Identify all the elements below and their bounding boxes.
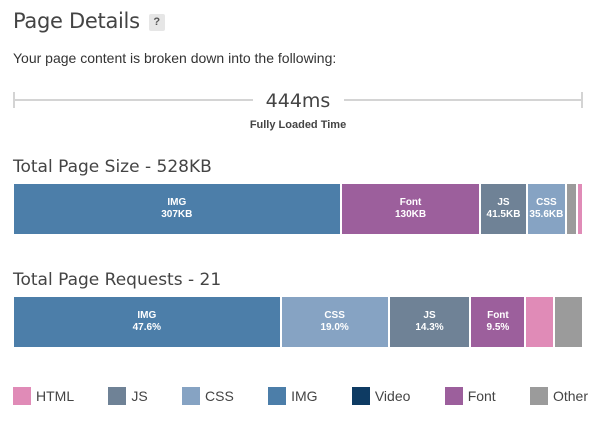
total-page-requests-title: Total Page Requests - 21: [13, 270, 222, 290]
legend-item-other[interactable]: Other: [529, 387, 588, 405]
page-requests-bar: IMG 47.6% CSS 19.0% JS 14.3% Font 9.5%: [14, 297, 582, 347]
segment-value: 307KB: [161, 209, 193, 220]
timing-right-cap: [581, 92, 583, 108]
content-type-legend: HTML JS CSS IMG Video Font Other: [13, 387, 588, 405]
page-details-header: Page Details ?: [13, 9, 165, 33]
legend-item-html[interactable]: HTML: [13, 387, 74, 405]
size-segment-font[interactable]: Font 130KB: [341, 184, 480, 234]
legend-label: HTML: [36, 388, 75, 404]
legend-swatch: [108, 387, 127, 405]
legend-label: CSS: [205, 388, 234, 404]
legend-swatch: [13, 387, 31, 405]
segment-value: 19.0%: [320, 322, 349, 333]
segment-label: IMG: [167, 197, 187, 208]
legend-swatch: [268, 387, 287, 405]
legend-swatch: [529, 387, 548, 405]
segment-label: JS: [497, 197, 510, 208]
fully-loaded-time-indicator: 444ms Fully Loaded Time: [13, 88, 583, 133]
legend-item-img[interactable]: IMG: [268, 387, 318, 405]
page-size-bar: IMG 307KB Font 130KB JS 41.5KB CSS 35.6KB: [14, 184, 582, 234]
requests-segment-img[interactable]: IMG 47.6%: [14, 297, 280, 347]
legend-item-css[interactable]: CSS: [182, 387, 234, 405]
requests-segment-html[interactable]: [526, 297, 554, 347]
legend-swatch: [444, 387, 463, 405]
requests-segment-css[interactable]: CSS 19.0%: [281, 297, 388, 347]
segment-label: CSS: [536, 197, 557, 208]
size-segment-other[interactable]: [567, 184, 577, 234]
segment-label: IMG: [137, 310, 157, 321]
fully-loaded-time-label: Fully Loaded Time: [249, 119, 347, 131]
segment-value: 130KB: [394, 209, 427, 220]
segment-label: Font: [399, 197, 422, 208]
segment-value: 47.6%: [132, 322, 161, 333]
total-page-size-title: Total Page Size - 528KB: [13, 157, 212, 177]
timing-right-line: [344, 99, 583, 101]
size-segment-js[interactable]: JS 41.5KB: [481, 184, 526, 234]
legend-swatch: [351, 387, 370, 405]
segment-value: 41.5KB: [486, 209, 521, 220]
segment-value: 35.6KB: [529, 209, 564, 220]
segment-label: Font: [487, 310, 509, 321]
help-icon[interactable]: ?: [148, 13, 165, 31]
legend-label: IMG: [291, 388, 318, 404]
requests-segment-js[interactable]: JS 14.3%: [389, 297, 470, 347]
page-subtitle: Your page content is broken down into th…: [13, 50, 337, 66]
legend-label: Other: [552, 388, 588, 404]
segment-label: CSS: [324, 310, 345, 321]
legend-item-video[interactable]: Video: [351, 387, 411, 405]
legend-item-font[interactable]: Font: [444, 387, 496, 405]
legend-swatch: [182, 387, 201, 405]
page-title: Page Details: [13, 9, 140, 33]
fully-loaded-time-value: 444ms: [265, 90, 331, 112]
segment-value: 9.5%: [486, 322, 510, 333]
segment-label: JS: [423, 310, 436, 321]
legend-label: JS: [131, 388, 148, 404]
size-segment-css[interactable]: CSS 35.6KB: [527, 184, 566, 234]
legend-item-js[interactable]: JS: [108, 387, 148, 405]
requests-segment-font[interactable]: Font 9.5%: [471, 297, 525, 347]
timing-left-line: [13, 99, 253, 101]
size-segment-img[interactable]: IMG 307KB: [14, 184, 340, 234]
legend-label: Video: [374, 388, 411, 404]
legend-label: Font: [467, 388, 496, 404]
requests-segment-other[interactable]: [555, 297, 582, 347]
segment-value: 14.3%: [415, 322, 444, 333]
size-segment-html[interactable]: [578, 184, 582, 234]
